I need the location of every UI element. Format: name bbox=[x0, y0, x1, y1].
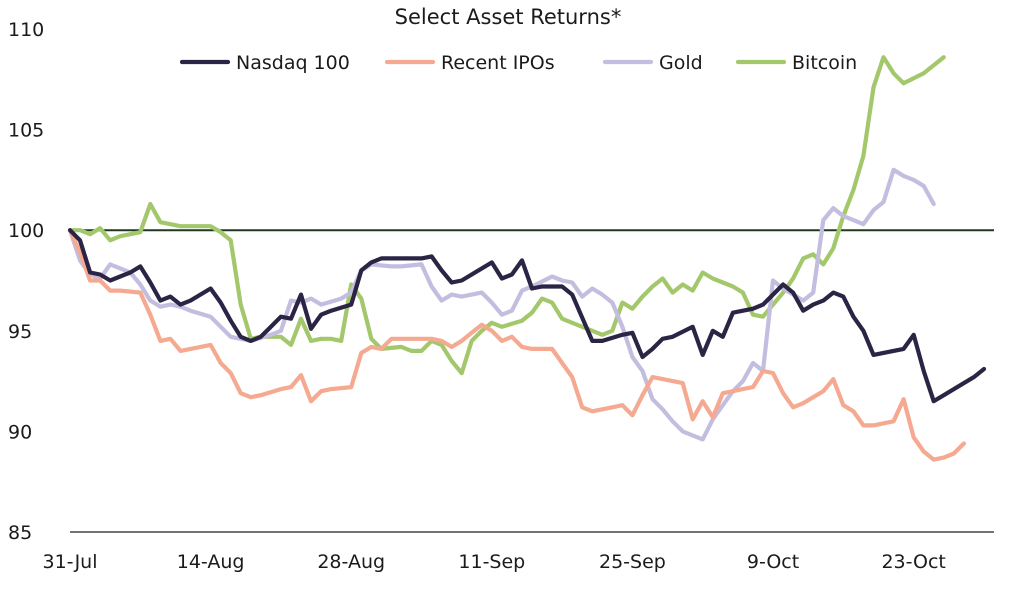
legend-label: Recent IPOs bbox=[441, 52, 555, 74]
legend-label: Bitcoin bbox=[792, 52, 857, 74]
series-line-recent-ipos bbox=[67, 228, 966, 462]
x-tick-label: 25-Sep bbox=[599, 551, 666, 573]
x-tick-label: 23-Oct bbox=[881, 551, 945, 573]
legend-label: Nasdaq 100 bbox=[236, 52, 350, 74]
x-tick-label: 31-Jul bbox=[42, 551, 97, 573]
series-line-nasdaq-100 bbox=[67, 228, 987, 404]
axes: 85 90 95 100 105 110 31-Jul 14-Aug 28-Aug 11-Sep 2… bbox=[8, 19, 994, 573]
x-tick-label: 11-Sep bbox=[458, 551, 525, 573]
series-line-bitcoin bbox=[67, 55, 946, 376]
legend-item-nasdaq-100: Nasdaq 100 bbox=[179, 52, 350, 74]
legend-item-gold: Gold bbox=[602, 52, 703, 74]
chart-title: Select Asset Returns* bbox=[395, 5, 622, 29]
x-tick-label: 9-Oct bbox=[747, 551, 799, 573]
series-line-gold bbox=[67, 167, 936, 442]
y-tick-label: 110 bbox=[8, 19, 44, 41]
y-tick-label: 105 bbox=[8, 120, 44, 142]
y-tick-label: 100 bbox=[8, 220, 44, 242]
legend: Nasdaq 100 Recent IPOs Gold Bitcoin bbox=[179, 52, 857, 74]
series-lines bbox=[67, 55, 987, 462]
y-tick-label: 85 bbox=[8, 522, 32, 544]
legend-item-recent-ipos: Recent IPOs bbox=[384, 52, 555, 74]
x-tick-label: 14-Aug bbox=[177, 551, 245, 573]
legend-item-bitcoin: Bitcoin bbox=[735, 52, 857, 74]
x-tick-label: 28-Aug bbox=[317, 551, 385, 573]
y-tick-label: 95 bbox=[8, 321, 32, 343]
y-tick-label: 90 bbox=[8, 421, 32, 443]
legend-label: Gold bbox=[659, 52, 703, 74]
